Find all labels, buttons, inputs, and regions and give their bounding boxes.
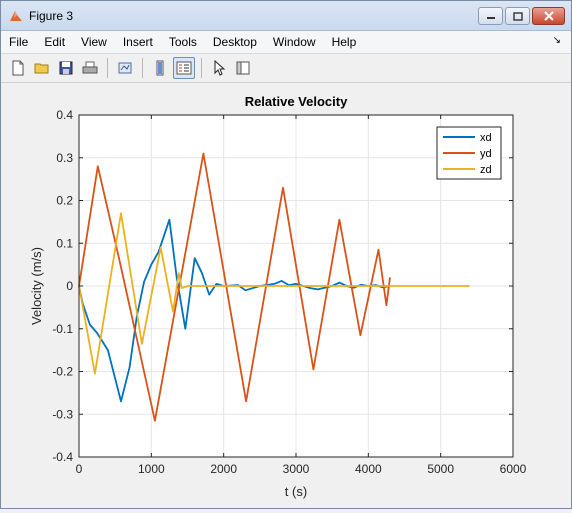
open-file-button[interactable]: [31, 57, 53, 79]
window-controls: [478, 7, 565, 25]
window-title: Figure 3: [29, 8, 74, 23]
y-axis-label: Velocity (m/s): [29, 247, 44, 325]
y-tick-label: 0: [66, 279, 73, 293]
y-tick-label: -0.1: [52, 322, 73, 336]
y-tick-label: -0.4: [52, 450, 73, 464]
y-tick-label: -0.2: [52, 365, 73, 379]
x-tick-label: 6000: [500, 462, 527, 476]
menu-tools[interactable]: Tools: [168, 35, 197, 49]
axes-box: [78, 114, 514, 458]
x-tick-label: 5000: [427, 462, 454, 476]
menu-insert[interactable]: Insert: [122, 35, 153, 49]
series-line-yd: [78, 152, 391, 422]
open-file-icon: [34, 63, 49, 74]
new-figure-button[interactable]: [7, 57, 29, 79]
menu-help[interactable]: Help: [331, 35, 357, 49]
save-button[interactable]: [55, 57, 77, 79]
link-plot-button[interactable]: [114, 57, 136, 79]
minimize-icon: [486, 17, 495, 19]
legend-label-yd: yd: [480, 148, 492, 160]
legend[interactable]: xd yd zd: [436, 126, 502, 180]
property-editor-button[interactable]: [232, 57, 254, 79]
menu-window[interactable]: Window: [272, 35, 316, 49]
legend-button[interactable]: [173, 57, 195, 79]
y-tick-label: -0.3: [52, 407, 73, 421]
legend-label-xd: xd: [480, 132, 492, 144]
pointer-icon: [214, 60, 226, 76]
y-tick-label: 0.1: [56, 236, 73, 250]
close-button[interactable]: [532, 7, 565, 25]
menu-view[interactable]: View: [81, 35, 107, 49]
x-tick-label: 4000: [355, 462, 382, 476]
menu-file[interactable]: File: [9, 35, 29, 49]
print-icon: [82, 61, 98, 74]
series-line-zd: [78, 212, 470, 375]
matlab-icon: [10, 10, 22, 21]
link-plot-icon: [118, 62, 132, 74]
property-editor-icon: [236, 61, 250, 75]
toolbar-separator: [201, 58, 202, 78]
save-icon: [59, 61, 73, 75]
y-tick-label: 0.4: [56, 108, 73, 122]
toolbar-separator: [142, 58, 143, 78]
y-tick-label: 0.2: [56, 194, 73, 208]
menu-desktop[interactable]: Desktop: [212, 35, 257, 49]
title-bar[interactable]: Figure 3: [1, 1, 571, 31]
series-layer: [78, 152, 470, 422]
toolbar-separator: [107, 58, 108, 78]
colorbar-icon: [156, 60, 164, 76]
x-tick-label: 1000: [138, 462, 165, 476]
maximize-icon: [512, 11, 523, 21]
new-figure-icon: [12, 60, 24, 76]
colorbar-button[interactable]: [149, 57, 171, 79]
menu-bar: File Edit View Insert Tools Desktop Wind…: [1, 31, 571, 54]
plot-area: 0 1000 2000 3000 4000 5000 6000 -0.4 -0.3 -0.2 -0.…: [1, 83, 571, 508]
x-tick-label: 0: [76, 462, 83, 476]
tick-labels: 0 1000 2000 3000 4000 5000 6000 -0.4 -0.3 -0.2 -0.…: [52, 108, 526, 476]
minimize-button[interactable]: [478, 7, 503, 25]
menu-edit[interactable]: Edit: [44, 35, 66, 49]
close-icon: [543, 11, 554, 21]
x-tick-label: 3000: [283, 462, 310, 476]
chart-title: Relative Velocity: [245, 94, 348, 109]
dock-arrow-icon[interactable]: ↘: [552, 35, 561, 46]
print-button[interactable]: [79, 57, 101, 79]
maximize-button[interactable]: [505, 7, 530, 25]
chart[interactable]: 0 1000 2000 3000 4000 5000 6000 -0.4 -0.3 -0.2 -0.…: [1, 83, 571, 508]
legend-icon: [176, 61, 192, 75]
pointer-button[interactable]: [208, 57, 230, 79]
legend-label-zd: zd: [480, 164, 492, 176]
x-tick-label: 2000: [210, 462, 237, 476]
x-axis-label: t (s): [285, 484, 307, 499]
y-tick-label: 0.3: [56, 151, 73, 165]
toolbar: [1, 54, 571, 83]
